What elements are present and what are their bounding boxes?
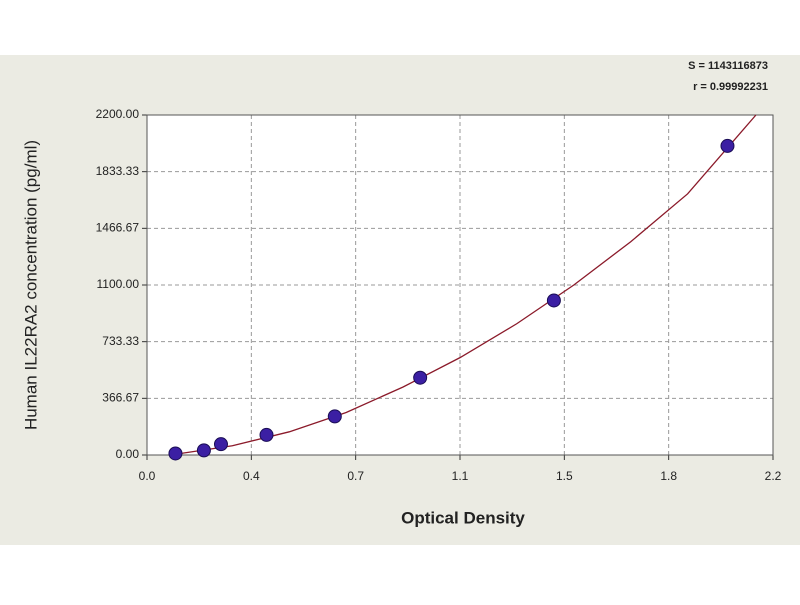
data-point [168,446,183,461]
x-tick-label: 1.8 [660,469,677,483]
x-tick-label: 1.5 [556,469,573,483]
y-tick-label: 0.00 [116,447,140,461]
y-tick-label: 733.33 [102,334,139,348]
x-axis-title: Optical Density [401,508,525,527]
annotation: S = 1143116873 [688,60,768,72]
plot-border [146,114,774,456]
x-tick-label: 0.4 [243,469,260,483]
x-tick-label: 0.0 [139,469,156,483]
x-tick-label: 1.1 [452,469,469,483]
data-point [213,437,228,452]
y-tick-label: 1100.00 [97,277,140,291]
annotation: r = 0.99992231 [693,81,768,93]
x-tick-label: 0.7 [347,469,364,483]
data-point [413,370,428,385]
y-tick-label: 1833.33 [96,164,140,178]
data-point [196,443,211,458]
y-tick-label: 1466.67 [96,221,140,235]
data-point [327,409,342,424]
x-tick-label: 2.2 [765,469,782,483]
y-tick-label: 366.67 [102,391,139,405]
data-point [720,138,735,153]
y-axis-title: Human IL22RA2 concentration (pg/ml) [21,140,40,430]
y-tick-label: 2200.00 [96,107,140,121]
data-point [546,293,561,308]
data-point [259,427,274,442]
